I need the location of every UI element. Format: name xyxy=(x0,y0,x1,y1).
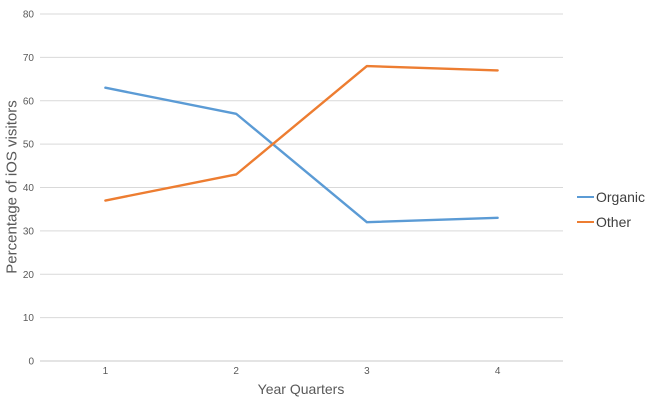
organic-line-swatch xyxy=(577,195,594,198)
x-tick-label: 2 xyxy=(233,366,239,377)
other-line-swatch xyxy=(577,220,594,223)
y-tick-label: 30 xyxy=(23,226,35,237)
x-tick-label: 1 xyxy=(103,366,109,377)
legend-item-other[interactable]: Other xyxy=(577,209,645,234)
y-tick-label: 50 xyxy=(23,140,35,151)
y-tick-label: 60 xyxy=(23,96,35,107)
x-axis-title: Year Quarters xyxy=(257,381,345,397)
legend-item-organic[interactable]: Organic xyxy=(577,184,645,209)
series-line-other xyxy=(104,64,499,202)
y-tick-label: 70 xyxy=(23,53,35,64)
y-axis-title: Percentage of iOS visitors xyxy=(3,100,21,274)
x-tick-label: 3 xyxy=(364,366,370,377)
y-tick-label: 10 xyxy=(23,313,35,324)
y-tick-label: 20 xyxy=(23,270,35,281)
legend-label-other: Other xyxy=(596,213,632,230)
series-line-organic xyxy=(104,86,499,224)
legend-label-organic: Organic xyxy=(596,188,646,205)
y-tick-label: 80 xyxy=(23,10,35,21)
y-tick-label: 0 xyxy=(28,357,34,368)
legend: Organic Other xyxy=(577,184,645,234)
y-tick-label: 40 xyxy=(23,183,35,194)
x-tick-label: 4 xyxy=(495,366,501,377)
